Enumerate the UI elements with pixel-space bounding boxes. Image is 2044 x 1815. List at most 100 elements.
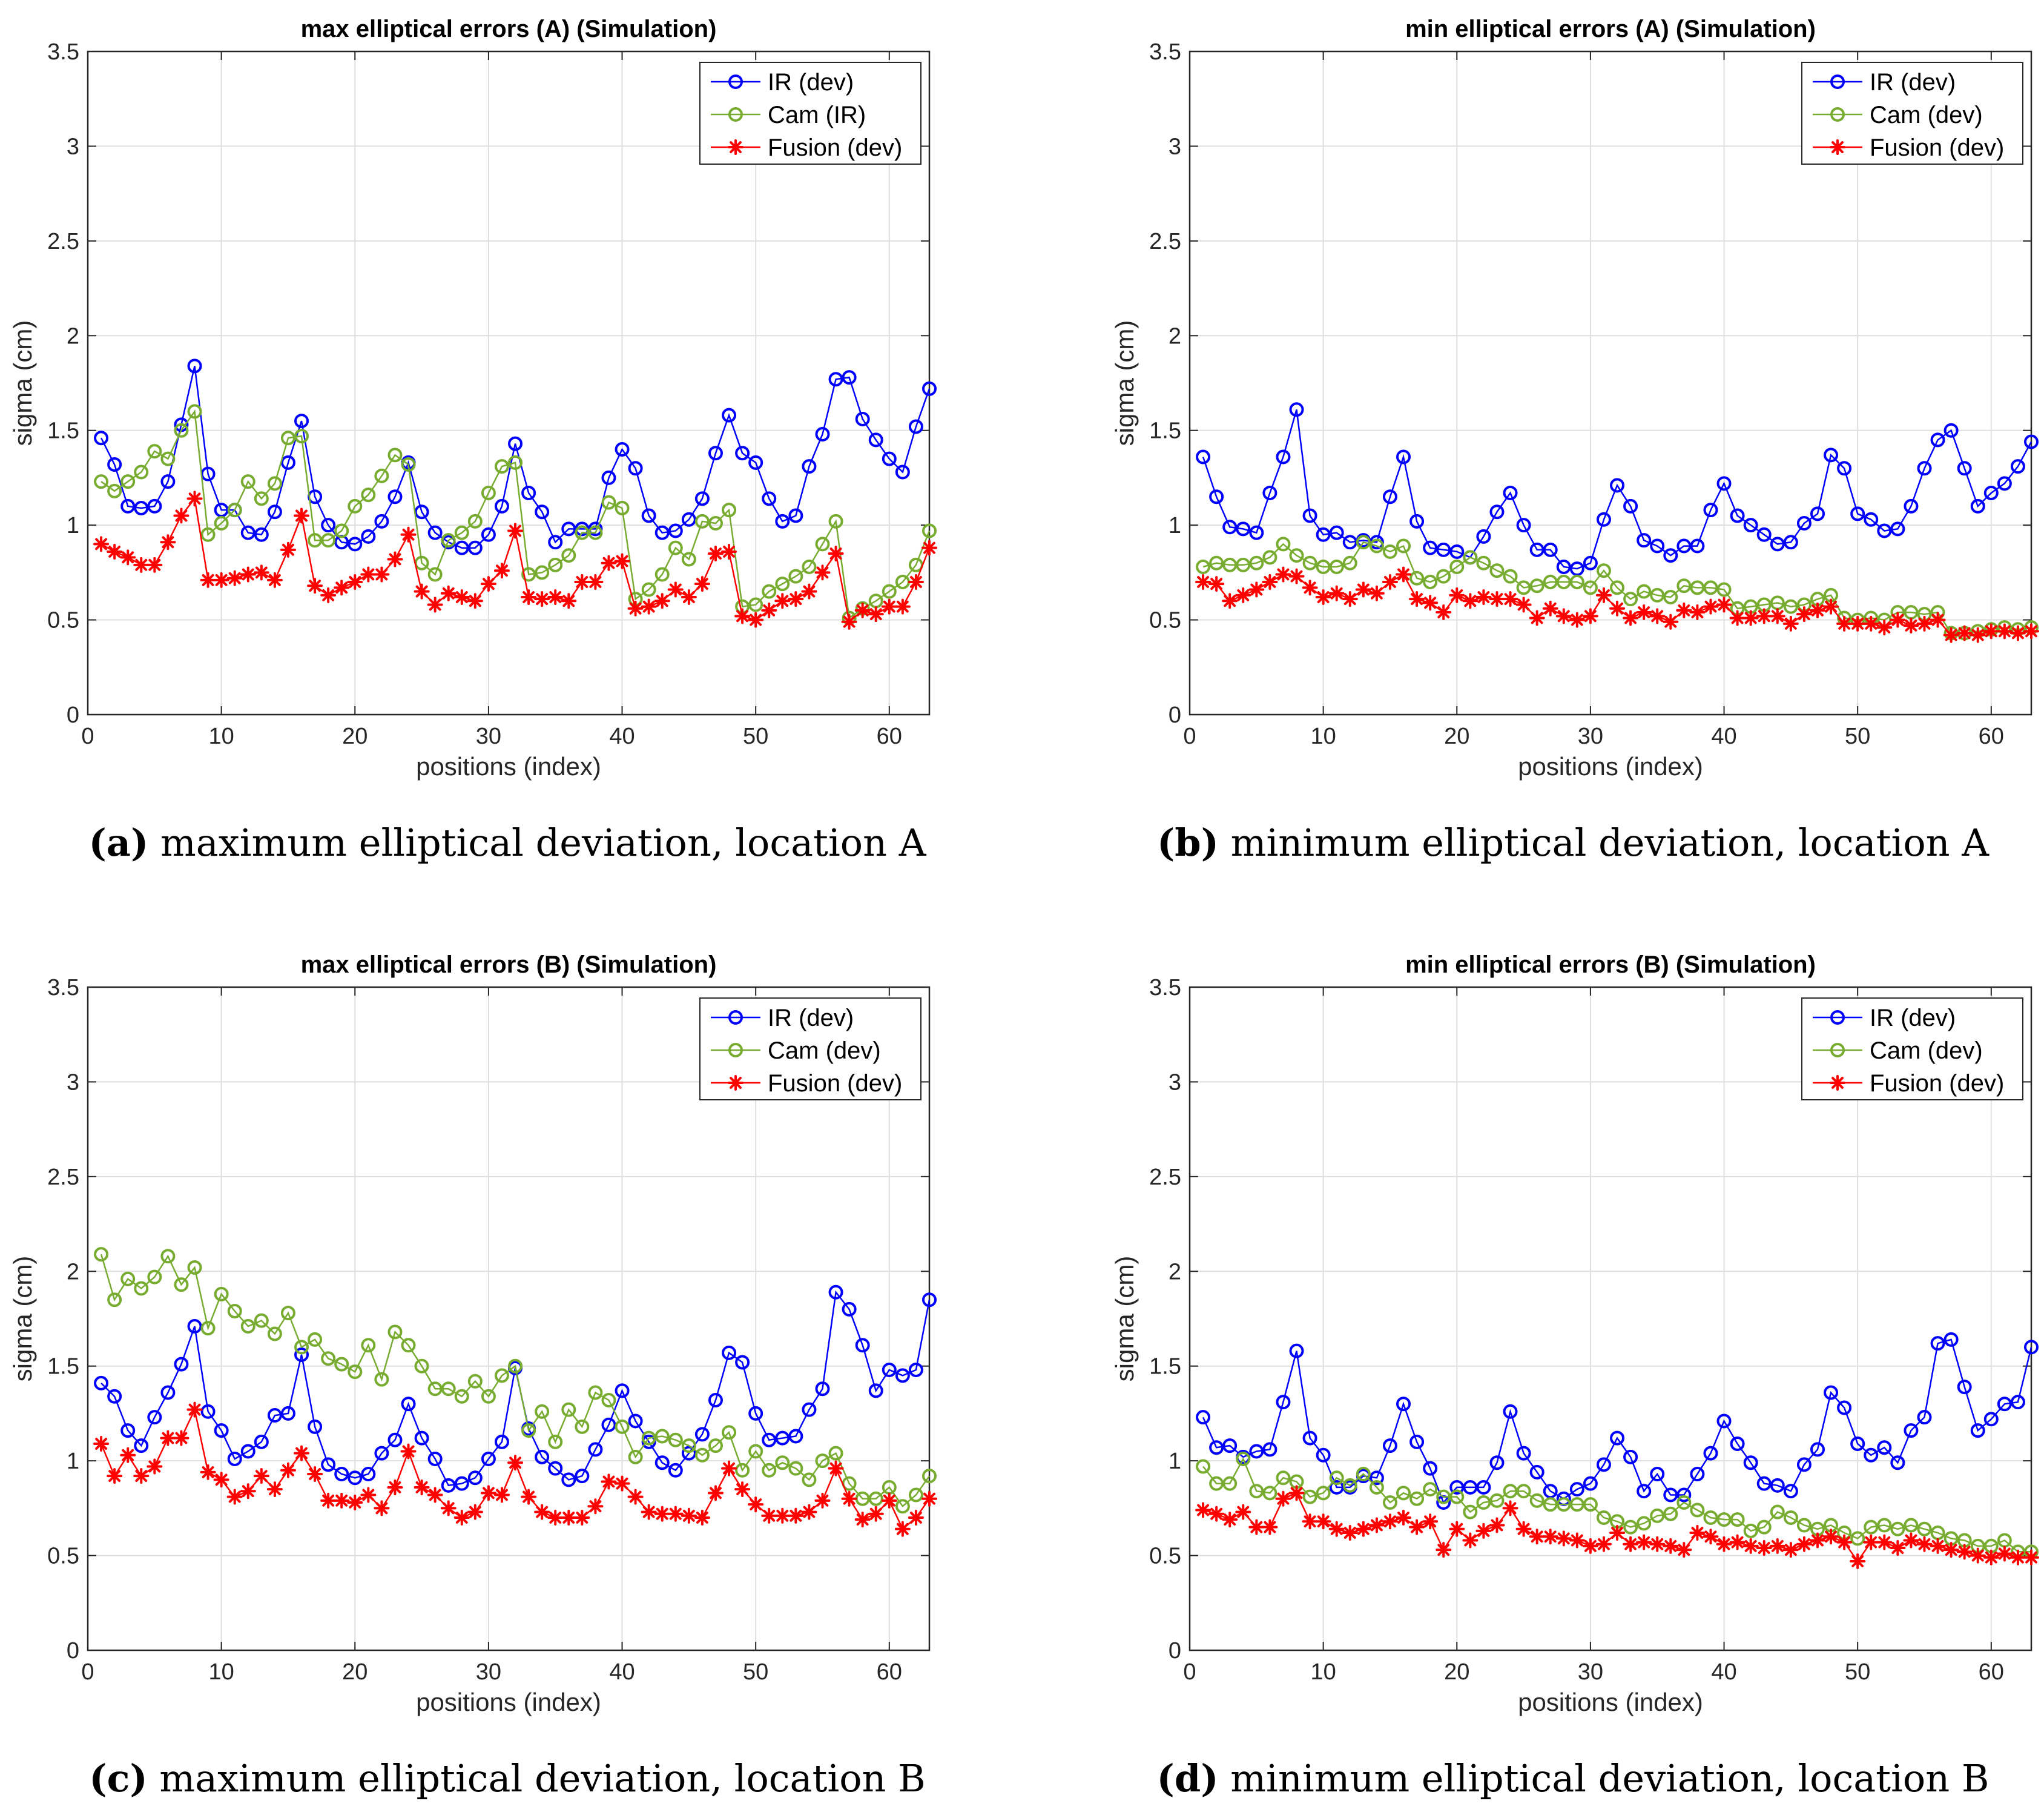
data-point (107, 483, 122, 498)
data-point (1743, 1455, 1758, 1470)
data-point (1904, 498, 1919, 514)
data-point (614, 553, 630, 569)
data-point (1236, 521, 1251, 537)
data-point (855, 1338, 870, 1353)
data-point (1836, 615, 1853, 632)
data-point (267, 1326, 282, 1341)
data-point (334, 1467, 349, 1482)
data-point (681, 512, 696, 527)
data-point (334, 1492, 350, 1509)
series-fusion-dev (93, 1401, 937, 1537)
data-point (654, 1455, 670, 1470)
data-point (187, 404, 202, 419)
series-ir-dev (1196, 402, 2039, 577)
data-point (1916, 615, 1933, 632)
data-point (120, 1271, 136, 1286)
data-point (882, 1362, 897, 1377)
data-point (1623, 610, 1639, 626)
data-point (160, 1385, 176, 1400)
x-tick-label: 10 (208, 1659, 234, 1685)
data-point (107, 1292, 122, 1308)
data-point (668, 1463, 683, 1478)
data-point (775, 1430, 790, 1446)
x-axis-label: positions (index) (1518, 752, 1703, 781)
data-point (400, 526, 417, 543)
data-point (401, 1338, 416, 1353)
data-point (1209, 489, 1224, 504)
series-fusion-dev (93, 491, 937, 630)
caption-c: (c) maximum elliptical deviation, locati… (0, 1756, 1015, 1800)
data-point (1596, 512, 1611, 527)
series-cam-dev (1196, 1452, 2039, 1559)
data-point (1556, 1497, 1571, 1512)
data-point (1262, 1442, 1278, 1457)
data-point (186, 491, 203, 507)
data-point (748, 1406, 763, 1421)
data-point (401, 457, 416, 472)
data-point (788, 1507, 804, 1524)
data-point (1195, 1502, 1212, 1518)
data-point (615, 1419, 630, 1434)
data-point (387, 1479, 403, 1495)
y-tick-label: 3.5 (47, 39, 79, 65)
data-point (1503, 1484, 1518, 1499)
data-point (321, 533, 336, 548)
legend: IR (dev) Cam (dev) Fusion (dev) (699, 997, 921, 1100)
data-point (1970, 1547, 1986, 1564)
data-point (1449, 1489, 1465, 1504)
data-point (414, 583, 430, 600)
data-point (748, 597, 763, 612)
data-point (467, 1504, 483, 1520)
data-point (1796, 516, 1812, 531)
data-point (334, 580, 350, 596)
data-point (668, 1432, 683, 1447)
data-point (1329, 525, 1344, 540)
data-point (908, 1510, 924, 1526)
data-point (694, 1510, 710, 1526)
data-point (387, 448, 403, 463)
y-tick-label: 1 (67, 1449, 79, 1474)
legend-label: Fusion (dev) (1870, 134, 2004, 161)
data-point (641, 1504, 657, 1520)
data-point (1716, 1536, 1732, 1552)
data-point (308, 1419, 323, 1434)
data-point (213, 572, 229, 588)
data-point (253, 1468, 269, 1484)
data-point (427, 1452, 443, 1467)
data-point (1903, 1532, 1919, 1549)
data-point (1716, 1413, 1732, 1429)
data-point (628, 1413, 643, 1429)
data-point (1436, 1542, 1452, 1558)
data-point (1716, 476, 1732, 491)
data-point (788, 508, 803, 523)
data-point (1756, 1476, 1772, 1491)
caption-a: (a) maximum elliptical deviation, locati… (0, 821, 1015, 865)
data-point (1289, 548, 1304, 563)
y-tick-label: 3.5 (1149, 975, 1181, 1000)
data-point (280, 1406, 295, 1421)
data-point (467, 1470, 483, 1486)
data-point (681, 589, 697, 606)
data-point (1850, 506, 1865, 521)
data-point (1650, 538, 1665, 554)
x-tick-label: 10 (1310, 1659, 1336, 1685)
axes-box (87, 986, 931, 1651)
x-tick-label: 30 (476, 724, 501, 749)
data-point (1569, 1482, 1584, 1497)
data-point (1943, 423, 1959, 438)
data-point (1276, 1395, 1291, 1410)
y-axis-label: sigma (cm) (1110, 320, 1139, 446)
data-point (1796, 1518, 1812, 1533)
y-tick-label: 0.5 (1149, 608, 1181, 633)
y-tick-label: 1.5 (47, 418, 79, 444)
data-point (654, 525, 670, 540)
data-point (1943, 627, 1959, 643)
data-point (360, 566, 377, 583)
data-point (134, 500, 149, 515)
legend-marker (1830, 139, 1845, 155)
caption-a-text: maximum elliptical deviation, location A (148, 821, 926, 865)
data-point (921, 1490, 937, 1507)
data-point (1396, 1397, 1411, 1412)
x-tick-label: 50 (743, 1659, 768, 1685)
data-point (321, 1351, 336, 1366)
